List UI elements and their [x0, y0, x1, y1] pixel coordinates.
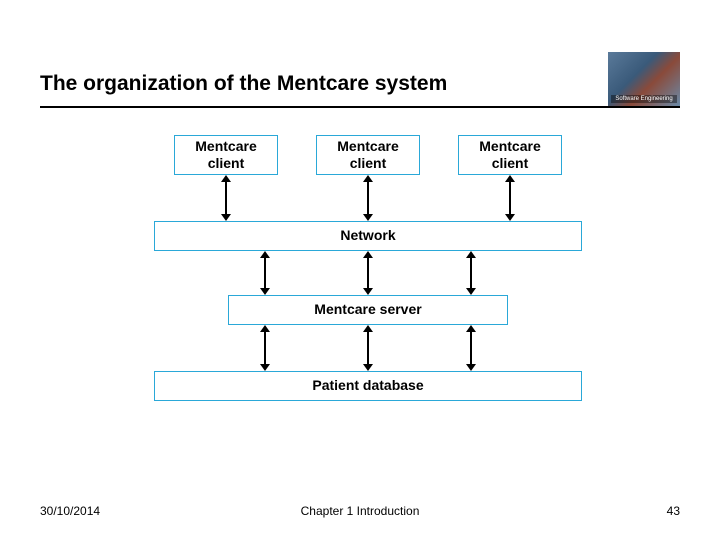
arrow-client-network-3	[509, 181, 511, 215]
footer-chapter: Chapter 1 Introduction	[301, 504, 420, 518]
arrow-server-db-2	[367, 331, 369, 365]
footer-page: 43	[667, 504, 680, 518]
footer-date: 30/10/2014	[40, 504, 100, 518]
client-box-1: Mentcareclient	[174, 135, 278, 175]
client-box-2: Mentcareclient	[316, 135, 420, 175]
arrow-client-network-1	[225, 181, 227, 215]
arrow-network-server-1	[264, 257, 266, 289]
book-cover-thumbnail: Software Engineering	[608, 52, 680, 106]
book-cover-label: Software Engineering	[611, 95, 677, 103]
slide-header: The organization of the Mentcare system …	[40, 52, 680, 108]
slide-title: The organization of the Mentcare system	[40, 72, 447, 96]
arrow-server-db-1	[264, 331, 266, 365]
server-box: Mentcare server	[228, 295, 508, 325]
arrow-server-db-3	[470, 331, 472, 365]
network-box: Network	[154, 221, 582, 251]
database-box: Patient database	[154, 371, 582, 401]
slide-footer: 30/10/2014 Chapter 1 Introduction 43	[40, 504, 680, 518]
arrow-client-network-2	[367, 181, 369, 215]
arrow-network-server-3	[470, 257, 472, 289]
arrow-network-server-2	[367, 257, 369, 289]
client-box-3: Mentcareclient	[458, 135, 562, 175]
